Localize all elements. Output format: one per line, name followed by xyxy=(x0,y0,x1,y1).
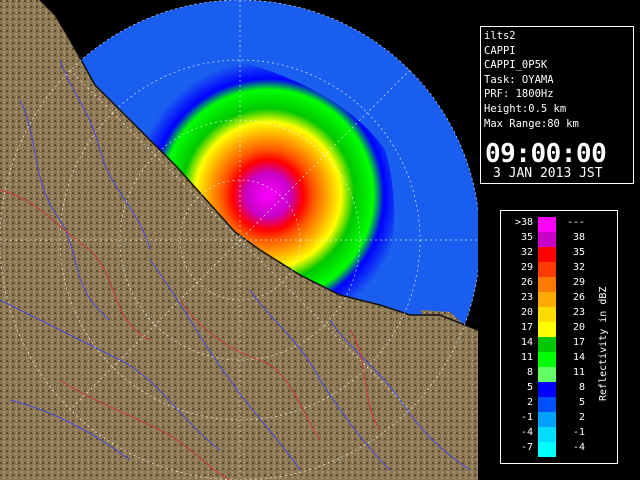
legend-row: 20 23 xyxy=(501,307,601,322)
legend-swatch xyxy=(538,307,556,322)
legend-low-value: 32 xyxy=(520,247,533,258)
legend-swatch xyxy=(538,412,556,427)
legend-swatch xyxy=(538,427,556,442)
legend-high-value: 35 xyxy=(572,247,585,258)
legend-low-value: 11 xyxy=(520,352,533,363)
legend-low-value: 8 xyxy=(526,367,533,378)
legend-low-value: 29 xyxy=(520,262,533,273)
info-line-product-name: CAPPI_0P5K xyxy=(484,59,548,72)
info-line-task: Task: OYAMA xyxy=(484,73,554,86)
legend-low-value: -7 xyxy=(520,442,533,453)
legend-high-value: 11 xyxy=(572,367,585,378)
legend-row: -1 2 xyxy=(501,412,601,427)
legend-swatch xyxy=(538,382,556,397)
legend-row: 14 17 xyxy=(501,337,601,352)
legend-row: 29 32 xyxy=(501,262,601,277)
legend-high-value: 29 xyxy=(572,277,585,288)
legend-low-value: 2 xyxy=(526,397,533,408)
legend-low-value: -4 xyxy=(520,427,533,438)
info-line-station: ilts2 xyxy=(484,30,516,42)
range-rings xyxy=(0,0,478,480)
legend-row: 8 11 xyxy=(501,367,601,382)
color-legend: >38 --- 35 38 32 35 29 32 26 29 23 26 20 23 17 20 14 17 11… xyxy=(500,210,618,464)
legend-swatch xyxy=(538,367,556,382)
borders xyxy=(0,189,381,480)
legend-swatch xyxy=(538,232,556,247)
legend-title: Reflectivity in dBZ xyxy=(598,286,609,401)
time-display: 09:00:00 xyxy=(485,139,607,169)
coastline xyxy=(39,0,478,331)
date-display: 3 JAN 2013 JST xyxy=(493,166,603,181)
legend-high-value: --- xyxy=(566,217,585,228)
legend-row: 32 35 xyxy=(501,247,601,262)
legend-low-value: 23 xyxy=(520,292,533,303)
legend-high-value: -4 xyxy=(572,442,585,453)
legend-swatch xyxy=(538,352,556,367)
info-line-product: CAPPI xyxy=(484,44,516,57)
legend-low-value: 20 xyxy=(520,307,533,318)
legend-low-value: -1 xyxy=(520,412,533,423)
info-line-prf: PRF: 1800Hz xyxy=(484,88,554,101)
land-area-ne xyxy=(420,310,478,360)
info-box: ilts2 CAPPI CAPPI_0P5K Task: OYAMA PRF: … xyxy=(480,26,634,184)
legend-row: 35 38 xyxy=(501,232,601,247)
legend-swatch xyxy=(538,337,556,352)
legend-high-value: 8 xyxy=(578,382,585,393)
legend-swatch xyxy=(538,292,556,307)
info-line-max-range: Max Range:80 km xyxy=(484,117,579,130)
legend-row: 11 14 xyxy=(501,352,601,367)
legend-row: >38 --- xyxy=(501,217,601,232)
legend-row: 26 29 xyxy=(501,277,601,292)
legend-low-value: 14 xyxy=(520,337,533,348)
legend-swatch xyxy=(538,277,556,292)
legend-high-value: 26 xyxy=(572,292,585,303)
legend-high-value: 14 xyxy=(572,352,585,363)
legend-low-value: 26 xyxy=(520,277,533,288)
legend-high-value: -1 xyxy=(572,427,585,438)
legend-high-value: 32 xyxy=(572,262,585,273)
legend-low-value: 17 xyxy=(520,322,533,333)
sidebar-panel: ilts2 CAPPI CAPPI_0P5K Task: OYAMA PRF: … xyxy=(478,0,640,480)
legend-swatch xyxy=(538,262,556,277)
legend-row: 17 20 xyxy=(501,322,601,337)
legend-swatch xyxy=(538,217,556,232)
legend-swatch xyxy=(538,442,556,457)
legend-swatch xyxy=(538,397,556,412)
legend-low-value: 5 xyxy=(526,382,533,393)
legend-high-value: 38 xyxy=(572,232,585,243)
legend-row: 23 26 xyxy=(501,292,601,307)
legend-high-value: 5 xyxy=(578,397,585,408)
legend-row: -7 -4 xyxy=(501,442,601,457)
legend-low-value: >38 xyxy=(514,217,533,228)
legend-swatch xyxy=(538,322,556,337)
legend-swatch xyxy=(538,247,556,262)
legend-high-value: 2 xyxy=(578,412,585,423)
info-line-height: Height:0.5 km xyxy=(484,102,567,115)
echo-area xyxy=(95,49,395,309)
legend-row: -4 -1 xyxy=(501,427,601,442)
legend-high-value: 20 xyxy=(572,322,585,333)
legend-low-value: 35 xyxy=(520,232,533,243)
radar-image xyxy=(0,0,478,480)
legend-high-value: 17 xyxy=(572,337,585,348)
legend-high-value: 23 xyxy=(572,307,585,318)
